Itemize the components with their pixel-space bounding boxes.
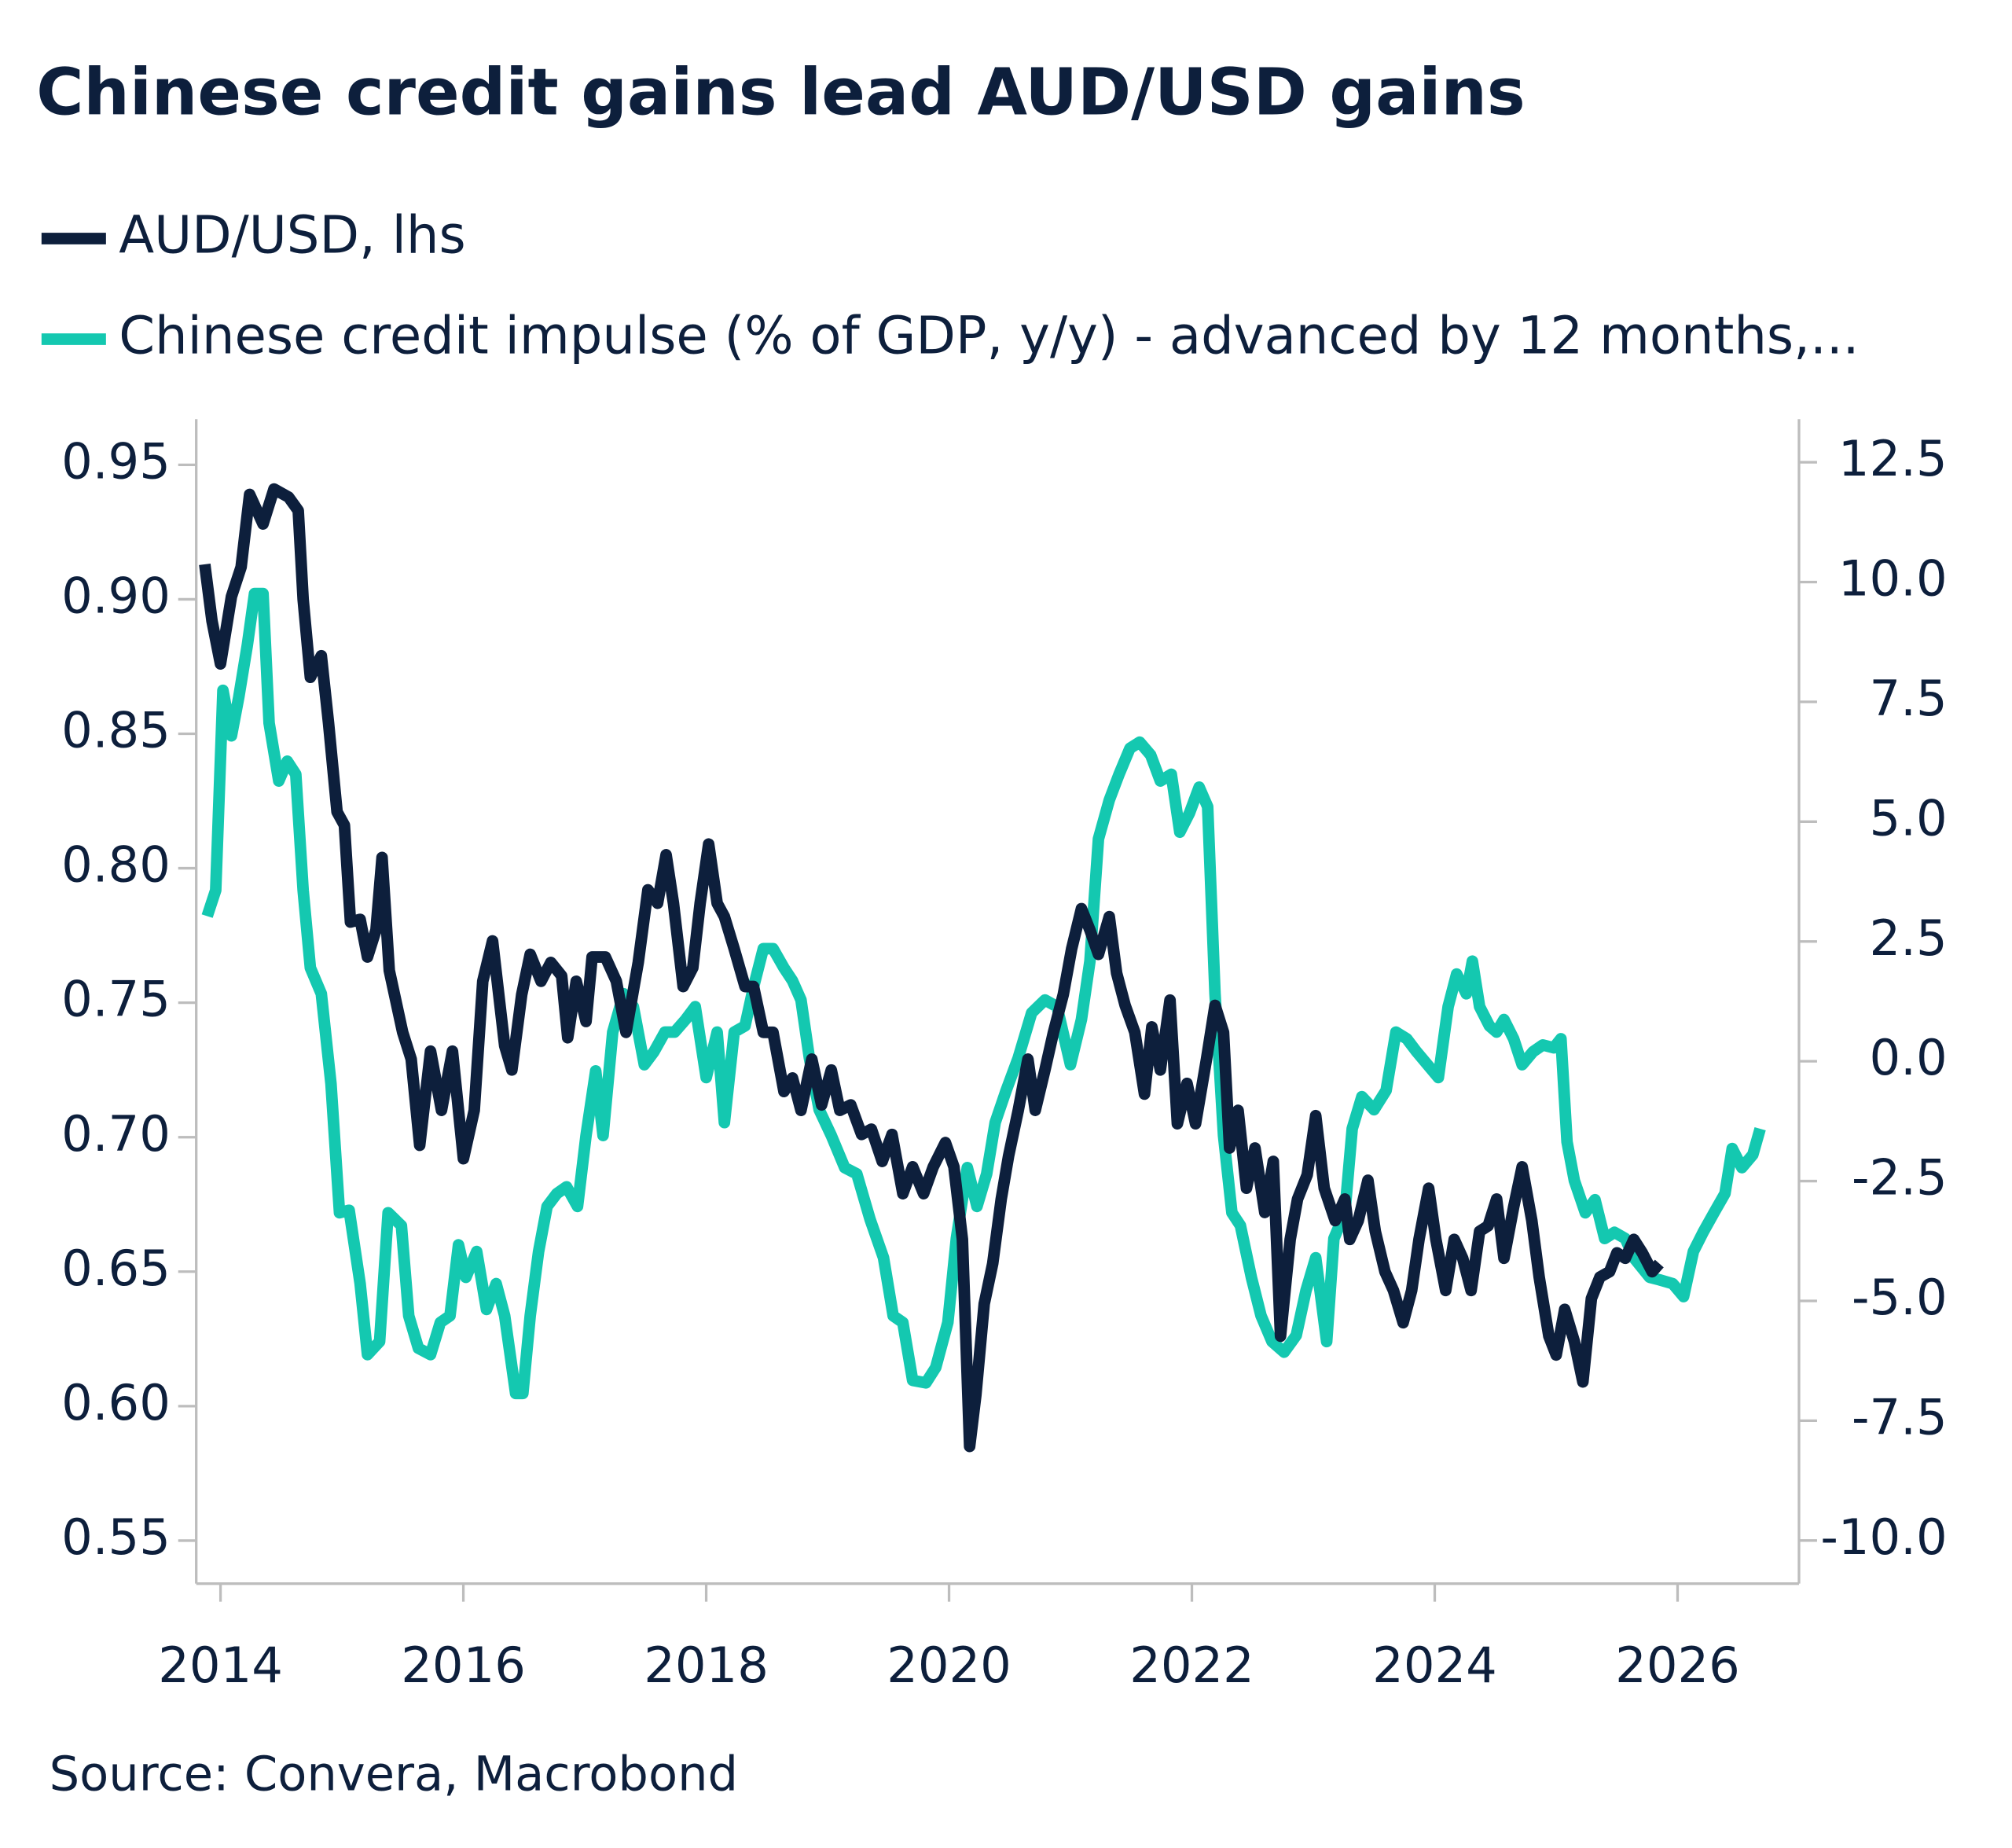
y-tick-label: 0.95 xyxy=(61,432,171,490)
x-tick-label: 2020 xyxy=(887,1637,1012,1694)
y2-tick-label: 0.0 xyxy=(1870,1029,1948,1086)
y-tick-label: 0.65 xyxy=(61,1240,171,1297)
y2-tick-label: 2.5 xyxy=(1870,909,1948,967)
y-tick-label: 0.55 xyxy=(61,1508,171,1566)
y2-tick-label: -10.0 xyxy=(1820,1508,1947,1566)
series-line xyxy=(199,483,1664,1453)
x-tick-label: 2018 xyxy=(644,1637,769,1694)
y2-tick-label: 10.0 xyxy=(1838,550,1948,608)
y-tick-label: 0.75 xyxy=(61,971,171,1028)
chart-title: Chinese credit gains lead AUD/USD gains xyxy=(36,55,1526,130)
y2-tick-label: -2.5 xyxy=(1852,1149,1948,1207)
y-tick-label: 0.85 xyxy=(61,702,171,759)
series-line xyxy=(201,587,1766,1400)
y-tick-label: 0.70 xyxy=(61,1105,171,1163)
x-tick-label: 2024 xyxy=(1372,1637,1497,1694)
x-tick-label: 2016 xyxy=(401,1637,526,1694)
y-tick-label: 0.90 xyxy=(61,568,171,625)
legend-label: AUD/USD, lhs xyxy=(119,206,465,266)
y2-tick-label: 12.5 xyxy=(1838,430,1948,487)
x-tick-label: 2014 xyxy=(158,1637,283,1694)
y2-tick-label: 7.5 xyxy=(1870,670,1948,727)
source-note: Source: Convera, Macrobond xyxy=(50,1747,738,1802)
x-tick-label: 2026 xyxy=(1615,1637,1740,1694)
y2-tick-label: -7.5 xyxy=(1852,1388,1948,1446)
legend-label: Chinese credit impulse (% of GDP, y/y) -… xyxy=(119,307,1859,366)
y2-tick-label: 5.0 xyxy=(1870,789,1948,847)
y-tick-label: 0.80 xyxy=(61,836,171,894)
x-tick-label: 2022 xyxy=(1129,1637,1254,1694)
y2-tick-label: -5.0 xyxy=(1852,1269,1948,1326)
y-tick-label: 0.60 xyxy=(61,1374,171,1431)
